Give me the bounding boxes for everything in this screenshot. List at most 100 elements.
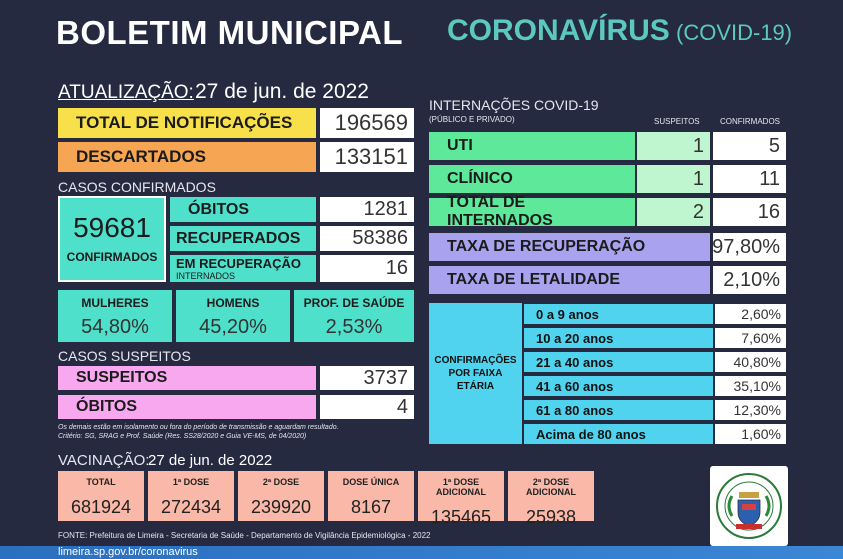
suspeitos-obitos-value: 4 — [320, 395, 414, 419]
faixa-row-value: 12,30% — [714, 400, 786, 420]
total-notificacoes-label: TOTAL DE NOTIFICAÇÕES — [58, 108, 316, 138]
faixa-row-value: 7,60% — [714, 328, 786, 348]
homens-box: HOMENS 45,20% — [176, 290, 290, 342]
vacinacao-date: 27 de jun. de 2022 — [148, 452, 273, 469]
suspeitos-note-1: Os demais estão em isolamento ou fora do… — [58, 424, 339, 431]
atualizacao-date: 27 de jun. de 2022 — [195, 80, 369, 103]
vacinacao-2-adicional: 2ª DOSE ADICIONAL 25938 — [508, 471, 594, 527]
taxa-recuperacao-label: TAXA DE RECUPERAÇÃO — [429, 233, 710, 261]
vacinacao-box-value: 239920 — [250, 497, 312, 517]
uti-label: UTI — [429, 132, 635, 160]
vacinacao-box-title: 2ª DOSE — [262, 477, 300, 487]
vacinacao-dose-unica: DOSE ÚNICA 8167 — [328, 471, 414, 521]
suspeitos-value: 3737 — [320, 366, 414, 390]
taxa-recuperacao-value: 97,80% — [712, 233, 786, 261]
em-recuperacao-value: 16 — [320, 255, 414, 282]
faixa-etaria-line-1: CONFIRMAÇÕES — [434, 355, 517, 366]
vacinacao-1-adicional: 1ª DOSE ADICIONAL 135465 — [418, 471, 504, 527]
faixa-row-label: 0 a 9 anos — [524, 304, 713, 324]
faixa-etaria-line-3: ETÁRIA — [456, 381, 495, 392]
casos-suspeitos-heading: CASOS SUSPEITOS — [58, 348, 191, 364]
prof-saude-box: PROF. DE SAÚDE 2,53% — [294, 290, 414, 342]
faixa-row-value: 40,80% — [714, 352, 786, 372]
footer-bar: limeira.sp.gov.br/coronavirus — [0, 546, 843, 559]
casos-confirmados-heading: CASOS CONFIRMADOS — [58, 179, 216, 195]
vacinacao-box-value: 25938 — [525, 507, 577, 527]
vacinacao-label: VACINAÇÃO: — [58, 452, 150, 469]
page-title: BOLETIM MUNICIPAL — [56, 14, 404, 51]
total-notificacoes-value: 196569 — [320, 108, 414, 138]
descartados-value: 133151 — [320, 142, 414, 172]
uti-suspeitos: 1 — [637, 132, 710, 160]
faixa-row: 41 a 60 anos 35,10% — [524, 376, 786, 396]
suspeitos-note: Os demais estão em isolamento ou fora do… — [58, 423, 418, 441]
col-confirmados-header: CONFIRMADOS — [720, 117, 780, 126]
faixa-row-label: Acima de 80 anos — [524, 424, 713, 444]
vacinacao-box-value: 135465 — [430, 507, 492, 527]
faixa-row: 21 a 40 anos 40,80% — [524, 352, 786, 372]
obitos-value: 1281 — [320, 197, 414, 222]
prefeitura-logo — [710, 466, 788, 546]
faixa-row-label: 61 a 80 anos — [524, 400, 713, 420]
vacinacao-1-dose: 1ª DOSE 272434 — [148, 471, 234, 521]
vacinacao-box-title: 2ª DOSE ADICIONAL — [526, 477, 576, 497]
faixa-row: 0 a 9 anos 2,60% — [524, 304, 786, 324]
suspeitos-note-2: Critério: SG, SRAG e Prof. Saúde (Res. S… — [58, 433, 307, 440]
recuperados-label: RECUPERADOS — [170, 226, 316, 251]
header-covid: (COVID-19) — [676, 20, 793, 45]
mulheres-label: MULHERES — [81, 296, 149, 310]
vacinacao-box-title: DOSE ÚNICA — [342, 477, 400, 487]
faixa-row: 10 a 20 anos 7,60% — [524, 328, 786, 348]
atualizacao-label: ATUALIZAÇÃO: — [58, 82, 194, 103]
homens-label: HOMENS — [206, 296, 260, 310]
em-recuperacao-sub: INTERNADOS — [176, 271, 236, 281]
internacoes-title: INTERNAÇÕES COVID-19 — [429, 97, 599, 113]
confirmados-total-value: 59681 — [73, 212, 151, 243]
confirmados-total-label: CONFIRMADOS — [66, 250, 158, 264]
vacinacao-2-dose: 2ª DOSE 239920 — [238, 471, 324, 521]
faixa-row-label: 21 a 40 anos — [524, 352, 713, 372]
vacinacao-box-value: 681924 — [70, 497, 132, 517]
faixa-row-value: 2,60% — [714, 304, 786, 324]
faixa-row-label: 10 a 20 anos — [524, 328, 713, 348]
faixa-row-value: 1,60% — [714, 424, 786, 444]
total-internados-label: TOTAL DE INTERNADOS — [429, 194, 635, 229]
col-suspeitos-header: SUSPEITOS — [654, 117, 700, 126]
total-internados-confirmados: 16 — [713, 198, 786, 226]
footer-fonte: FONTE: Prefeitura de Limeira - Secretari… — [58, 531, 431, 540]
descartados-label: DESCARTADOS — [58, 142, 316, 172]
taxa-letalidade-value: 2,10% — [713, 266, 786, 294]
mulheres-value: 54,80% — [81, 316, 149, 338]
faixa-row: 61 a 80 anos 12,30% — [524, 400, 786, 420]
internacoes-subtitle: (PÚBLICO E PRIVADO) — [429, 115, 515, 124]
header-coronavirus: CORONAVÍRUS — [447, 14, 670, 47]
em-recuperacao-label: EM RECUPERAÇÃO — [176, 256, 301, 271]
mulheres-box: MULHERES 54,80% — [58, 290, 172, 342]
obitos-label: ÓBITOS — [170, 197, 316, 222]
taxa-letalidade-label: TAXA DE LETALIDADE — [429, 266, 710, 294]
vacinacao-box-title: 1ª DOSE — [172, 477, 210, 487]
homens-value: 45,20% — [199, 316, 267, 338]
prof-saude-label: PROF. DE SAÚDE — [303, 296, 405, 310]
prof-saude-value: 2,53% — [325, 316, 383, 338]
em-recuperacao-box: EM RECUPERAÇÃO INTERNADOS — [170, 255, 316, 282]
faixa-row: Acima de 80 anos 1,60% — [524, 424, 786, 444]
vacinacao-total: TOTAL 681924 — [58, 471, 144, 521]
faixa-row-value: 35,10% — [714, 376, 786, 396]
faixa-etaria-line-2: POR FAIXA — [448, 368, 503, 379]
vacinacao-box-value: 8167 — [350, 497, 392, 517]
confirmados-total-box: 59681 CONFIRMADOS — [58, 196, 166, 282]
footer-url[interactable]: limeira.sp.gov.br/coronavirus — [58, 546, 198, 558]
vacinacao-box-title: 1ª DOSE ADICIONAL — [436, 477, 486, 497]
suspeitos-label: SUSPEITOS — [58, 366, 316, 390]
vacinacao-box-value: 272434 — [160, 497, 222, 517]
suspeitos-obitos-label: ÓBITOS — [58, 395, 316, 419]
faixa-etaria-box: CONFIRMAÇÕES POR FAIXA ETÁRIA — [429, 303, 522, 444]
clinico-label: CLÍNICO — [429, 165, 635, 193]
uti-confirmados: 5 — [713, 132, 786, 160]
vacinacao-box-title: TOTAL — [86, 477, 116, 487]
clinico-suspeitos: 1 — [637, 165, 710, 193]
total-internados-suspeitos: 2 — [637, 198, 710, 226]
faixa-row-label: 41 a 60 anos — [524, 376, 713, 396]
recuperados-value: 58386 — [320, 226, 414, 251]
